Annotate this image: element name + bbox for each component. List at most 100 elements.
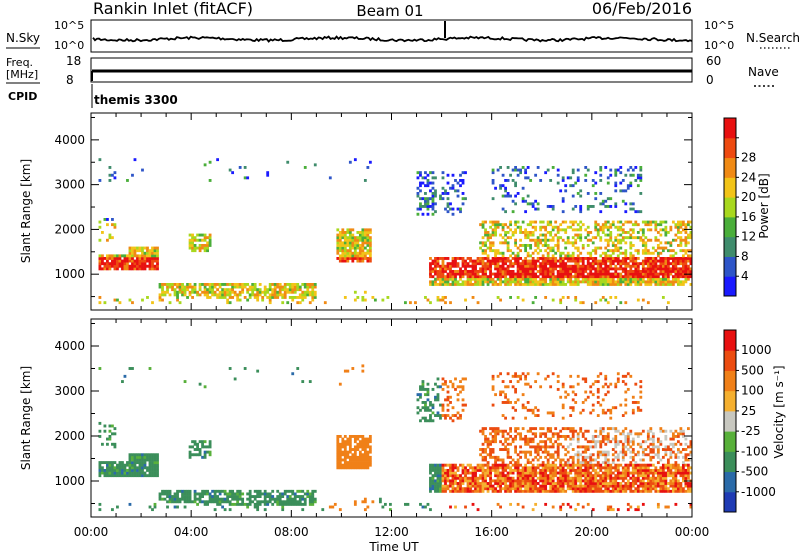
power-cell [606,301,610,305]
velocity-cell [426,390,430,394]
velocity-cell [534,448,538,451]
power-cell [594,257,598,260]
velocity-cell [586,395,590,399]
velocity-cell [494,458,497,462]
power-cell [581,259,585,263]
power-cell [679,225,683,229]
power-cell [409,301,412,305]
power-cell [534,275,538,279]
power-cell [541,275,545,279]
power-cell [361,236,365,240]
power-cell [499,270,502,273]
velocity-cell [576,434,580,438]
velocity-cell [621,442,625,446]
velocity-cell [158,495,162,498]
power-cell [421,197,425,201]
power-cell [431,270,435,273]
power-cell [511,275,515,279]
power-cell [449,207,452,211]
power-cell [461,270,465,273]
velocity-cell [103,474,107,478]
power-cell [446,275,450,279]
power-cell [211,293,214,297]
power-cell [669,225,673,229]
power-cell [368,241,372,245]
power-cell [148,259,152,263]
velocity-cell [168,492,172,496]
velocity-cell [636,505,640,509]
velocity-cell [569,414,573,417]
velocity-cell [534,489,538,493]
velocity-cell [479,468,482,472]
velocity-cell [278,492,282,496]
power-cell [584,173,588,177]
velocity-cell [188,489,192,493]
velocity-cell [476,463,480,467]
velocity-cell [471,502,475,506]
power-cell [679,241,683,245]
power-cell [621,267,625,271]
power-cell [466,262,470,266]
velocity-cell [353,455,357,459]
power-cell [421,181,425,185]
power-cell [604,220,608,224]
velocity-cell [446,484,450,488]
power-cell [609,249,613,253]
velocity-cell [536,489,540,493]
velocity-cell [494,437,497,441]
power-cell [509,223,512,227]
power-cell [161,285,164,289]
power-cell [529,179,533,182]
power-cell [521,267,525,271]
power-cell [231,285,235,289]
power-cell [524,272,528,276]
power-cell [636,184,640,188]
velocity-cell [121,380,124,384]
power-cell [106,238,109,242]
velocity-cell [539,489,543,493]
power-cell [196,293,199,297]
power-cell [436,262,440,266]
power-cell [664,246,668,250]
power-cell [111,173,114,177]
power-cell [366,244,370,247]
velocity-cell [356,461,360,465]
power-cell [579,259,583,263]
velocity-cell [429,482,432,485]
power-cell [651,257,655,260]
velocity-cell [496,463,500,467]
power-cell [564,220,568,224]
velocity-cell [421,385,425,389]
power-cell [271,293,275,297]
velocity-cell [461,466,465,470]
velocity-cell [166,505,169,509]
velocity-cell [506,463,510,467]
power-cell [601,277,605,281]
power-cell [98,264,102,268]
power-cell [614,259,618,263]
velocity-cell [419,385,422,389]
power-cell [604,199,608,203]
power-cell [516,257,520,260]
power-cell [594,223,598,227]
velocity-cell [336,453,340,457]
power-cell [539,179,543,182]
power-cell [629,241,633,245]
velocity-cell [333,502,337,506]
power-cell [639,236,643,240]
velocity-cell [596,401,600,404]
power-cell [156,249,159,253]
power-cell [686,233,690,237]
power-cell [434,176,437,180]
power-cell [679,259,683,263]
velocity-cell [501,468,505,472]
power-cell [451,257,455,260]
power-cell [624,275,628,279]
power-cell [469,257,472,260]
power-cell [419,181,422,185]
power-cell [506,194,510,198]
velocity-cell [454,377,457,381]
velocity-cell [203,445,207,449]
velocity-cell [218,489,222,493]
velocity-cell [136,458,139,462]
